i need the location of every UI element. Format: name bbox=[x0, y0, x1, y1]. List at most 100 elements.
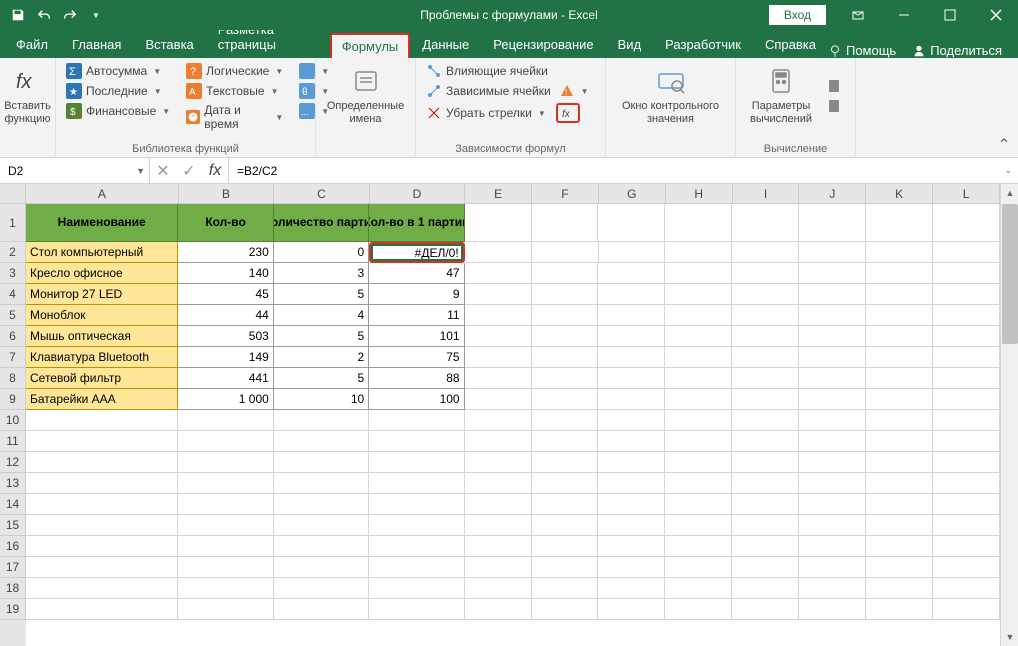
cell-F4[interactable] bbox=[532, 284, 599, 305]
row-header-14[interactable]: 14 bbox=[0, 494, 26, 515]
cell-F6[interactable] bbox=[532, 326, 599, 347]
cell-D14[interactable] bbox=[369, 494, 464, 515]
cell-K15[interactable] bbox=[866, 515, 933, 536]
enter-icon[interactable]: ✓ bbox=[176, 161, 202, 181]
autosum-button[interactable]: ΣАвтосумма▼ bbox=[62, 62, 174, 80]
cell-G17[interactable] bbox=[598, 557, 665, 578]
share-button[interactable]: Поделиться bbox=[912, 43, 1002, 58]
cell-G9[interactable] bbox=[598, 389, 665, 410]
cell-A14[interactable] bbox=[26, 494, 178, 515]
row-header-9[interactable]: 9 bbox=[0, 389, 26, 410]
cell-L7[interactable] bbox=[933, 347, 1000, 368]
cell-D5[interactable]: 11 bbox=[369, 305, 464, 326]
cell-I6[interactable] bbox=[732, 326, 799, 347]
cell-B7[interactable]: 149 bbox=[178, 347, 273, 368]
cell-L11[interactable] bbox=[933, 431, 1000, 452]
cell-L15[interactable] bbox=[933, 515, 1000, 536]
cell-J5[interactable] bbox=[799, 305, 866, 326]
cell-C17[interactable] bbox=[274, 557, 369, 578]
cell-H13[interactable] bbox=[665, 473, 732, 494]
trace-precedents-button[interactable]: Влияющие ячейки bbox=[422, 62, 599, 80]
cell-K3[interactable] bbox=[866, 263, 933, 284]
cell-A4[interactable]: Монитор 27 LED bbox=[26, 284, 178, 305]
cell-F5[interactable] bbox=[532, 305, 599, 326]
cell-K2[interactable] bbox=[866, 242, 933, 263]
cell-J18[interactable] bbox=[799, 578, 866, 599]
cell-A6[interactable]: Мышь оптическая bbox=[26, 326, 178, 347]
cell-G11[interactable] bbox=[598, 431, 665, 452]
scroll-up-icon[interactable]: ▲ bbox=[1001, 184, 1018, 202]
cell-D3[interactable]: 47 bbox=[369, 263, 464, 284]
cell-L3[interactable] bbox=[933, 263, 1000, 284]
cell-L13[interactable] bbox=[933, 473, 1000, 494]
cell-B19[interactable] bbox=[178, 599, 273, 620]
col-header-A[interactable]: A bbox=[26, 184, 179, 204]
collapse-ribbon-icon[interactable]: ⌃ bbox=[994, 137, 1014, 153]
cell-F17[interactable] bbox=[532, 557, 599, 578]
cell-J10[interactable] bbox=[799, 410, 866, 431]
cell-J9[interactable] bbox=[799, 389, 866, 410]
cell-H15[interactable] bbox=[665, 515, 732, 536]
cell-C5[interactable]: 4 bbox=[274, 305, 369, 326]
trace-dependents-button[interactable]: Зависимые ячейки!▼ bbox=[422, 82, 599, 100]
cell-G16[interactable] bbox=[598, 536, 665, 557]
cell-A5[interactable]: Моноблок bbox=[26, 305, 178, 326]
cell-E8[interactable] bbox=[465, 368, 532, 389]
cell-A18[interactable] bbox=[26, 578, 178, 599]
cell-D1[interactable]: Кол-во в 1 партии bbox=[369, 204, 464, 242]
cell-H8[interactable] bbox=[665, 368, 732, 389]
cell-B18[interactable] bbox=[178, 578, 273, 599]
cell-H11[interactable] bbox=[665, 431, 732, 452]
cell-G10[interactable] bbox=[598, 410, 665, 431]
col-header-G[interactable]: G bbox=[599, 184, 666, 204]
cell-F11[interactable] bbox=[532, 431, 599, 452]
cell-G7[interactable] bbox=[598, 347, 665, 368]
cell-C19[interactable] bbox=[274, 599, 369, 620]
cell-B2[interactable]: 230 bbox=[178, 242, 273, 263]
cell-I1[interactable] bbox=[732, 204, 799, 242]
tell-me[interactable]: Помощь bbox=[828, 43, 896, 58]
cell-J3[interactable] bbox=[799, 263, 866, 284]
cell-A11[interactable] bbox=[26, 431, 178, 452]
cell-K13[interactable] bbox=[866, 473, 933, 494]
cell-K18[interactable] bbox=[866, 578, 933, 599]
cell-B5[interactable]: 44 bbox=[178, 305, 273, 326]
save-icon[interactable] bbox=[6, 3, 30, 27]
cell-E18[interactable] bbox=[465, 578, 532, 599]
cell-L14[interactable] bbox=[933, 494, 1000, 515]
cell-D12[interactable] bbox=[369, 452, 464, 473]
cell-D11[interactable] bbox=[369, 431, 464, 452]
cell-E12[interactable] bbox=[465, 452, 532, 473]
cell-E9[interactable] bbox=[465, 389, 532, 410]
cell-L18[interactable] bbox=[933, 578, 1000, 599]
cell-I8[interactable] bbox=[732, 368, 799, 389]
cell-A13[interactable] bbox=[26, 473, 178, 494]
cell-E2[interactable] bbox=[465, 242, 532, 263]
cell-E13[interactable] bbox=[465, 473, 532, 494]
cell-A12[interactable] bbox=[26, 452, 178, 473]
cell-C10[interactable] bbox=[274, 410, 369, 431]
fx-icon[interactable]: fx bbox=[202, 162, 228, 180]
cell-E5[interactable] bbox=[465, 305, 532, 326]
cell-L19[interactable] bbox=[933, 599, 1000, 620]
cell-G13[interactable] bbox=[598, 473, 665, 494]
cell-K17[interactable] bbox=[866, 557, 933, 578]
remove-arrows-button[interactable]: Убрать стрелки▼ fx bbox=[422, 102, 599, 124]
cell-B14[interactable] bbox=[178, 494, 273, 515]
cell-E14[interactable] bbox=[465, 494, 532, 515]
row-header-4[interactable]: 4 bbox=[0, 284, 26, 305]
tab-file[interactable]: Файл bbox=[4, 31, 60, 58]
cell-E11[interactable] bbox=[465, 431, 532, 452]
ribbon-options-icon[interactable] bbox=[836, 0, 880, 30]
cell-D10[interactable] bbox=[369, 410, 464, 431]
col-header-D[interactable]: D bbox=[370, 184, 465, 204]
cell-L9[interactable] bbox=[933, 389, 1000, 410]
row-header-1[interactable]: 1 bbox=[0, 204, 26, 242]
col-header-F[interactable]: F bbox=[532, 184, 599, 204]
cell-C9[interactable]: 10 bbox=[274, 389, 369, 410]
cell-H2[interactable] bbox=[665, 242, 732, 263]
cell-H4[interactable] bbox=[665, 284, 732, 305]
cell-K1[interactable] bbox=[866, 204, 933, 242]
cell-K11[interactable] bbox=[866, 431, 933, 452]
login-button[interactable]: Вход bbox=[769, 5, 826, 25]
